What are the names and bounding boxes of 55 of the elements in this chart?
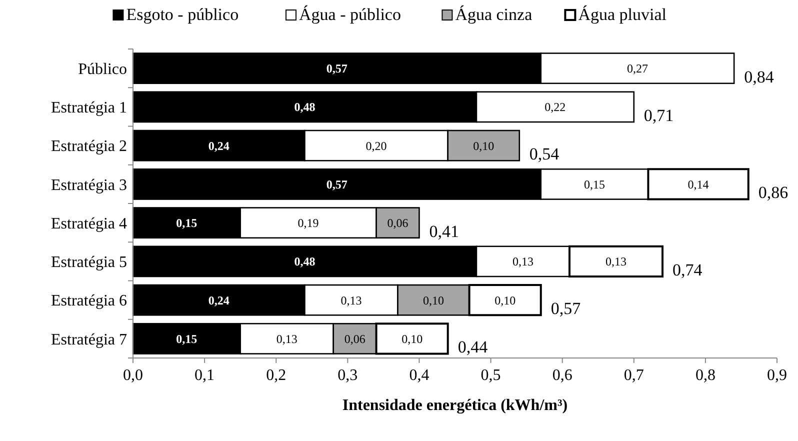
legend-label: Água - público xyxy=(299,5,401,24)
y-tick-label: Estratégia 1 xyxy=(51,100,127,117)
y-tick-label: Estratégia 3 xyxy=(51,176,127,194)
data-label: 0,13 xyxy=(276,332,298,346)
data-label: 0,06 xyxy=(387,216,408,230)
total-label: 0,44 xyxy=(458,338,488,357)
data-label: 0,48 xyxy=(294,100,316,114)
x-tick-label: 0,9 xyxy=(767,367,787,384)
data-label: 0,24 xyxy=(208,138,230,153)
data-label: 0,24 xyxy=(208,293,230,308)
data-label: 0,06 xyxy=(344,332,366,346)
x-tick-label: 0,7 xyxy=(624,367,644,384)
data-label: 0,20 xyxy=(366,138,387,153)
total-label: 0,71 xyxy=(644,106,674,125)
data-label: 0,13 xyxy=(512,254,534,269)
x-tick-label: 0,6 xyxy=(552,367,572,384)
data-label: 0,10 xyxy=(494,293,516,308)
data-label: 0,10 xyxy=(473,138,494,153)
legend-label: Água cinza xyxy=(455,5,533,24)
x-tick-label: 0,1 xyxy=(194,367,215,384)
data-label: 0,57 xyxy=(326,62,348,76)
y-tick-label: Estratégia 6 xyxy=(51,292,127,310)
total-label: 0,84 xyxy=(744,67,774,86)
data-label: 0,27 xyxy=(626,62,648,76)
data-label: 0,13 xyxy=(340,293,362,308)
data-label: 0,22 xyxy=(544,100,566,114)
x-tick-label: 0,8 xyxy=(695,367,716,384)
data-label: 0,14 xyxy=(688,177,709,192)
x-tick-label: 0,4 xyxy=(409,367,430,384)
total-label: 0,41 xyxy=(429,222,459,241)
x-tick-label: 0,3 xyxy=(338,367,358,384)
total-label: 0,54 xyxy=(529,144,560,164)
total-label: 0,57 xyxy=(550,299,582,318)
data-label: 0,48 xyxy=(294,254,316,269)
x-axis-title: Intensidade energética (kWh/m³) xyxy=(342,397,568,414)
data-label: 0,15 xyxy=(176,216,198,230)
y-tick-label: Estratégia 5 xyxy=(51,254,127,272)
data-label: 0,15 xyxy=(584,177,606,192)
y-tick-label: Público xyxy=(78,60,127,78)
x-tick-label: 0,0 xyxy=(123,367,143,384)
data-label: 0,15 xyxy=(176,332,198,346)
data-label: 0,10 xyxy=(402,332,423,346)
x-tick-label: 0,5 xyxy=(480,367,501,384)
data-label: 0,19 xyxy=(298,216,319,230)
data-label: 0,13 xyxy=(606,254,626,269)
total-label: 0,86 xyxy=(758,183,788,202)
data-label: 0,57 xyxy=(326,177,348,192)
total-label: 0,74 xyxy=(672,260,703,280)
x-tick-label: 0,2 xyxy=(266,367,286,384)
data-label: 0,10 xyxy=(423,293,444,308)
y-tick-label: Estratégia 4 xyxy=(51,215,127,232)
y-tick-label: Estratégia 7 xyxy=(51,331,127,348)
legend-label: Esgoto - público xyxy=(126,5,239,24)
legend-label: Água pluvial xyxy=(578,5,667,24)
y-tick-label: Estratégia 2 xyxy=(51,138,127,156)
